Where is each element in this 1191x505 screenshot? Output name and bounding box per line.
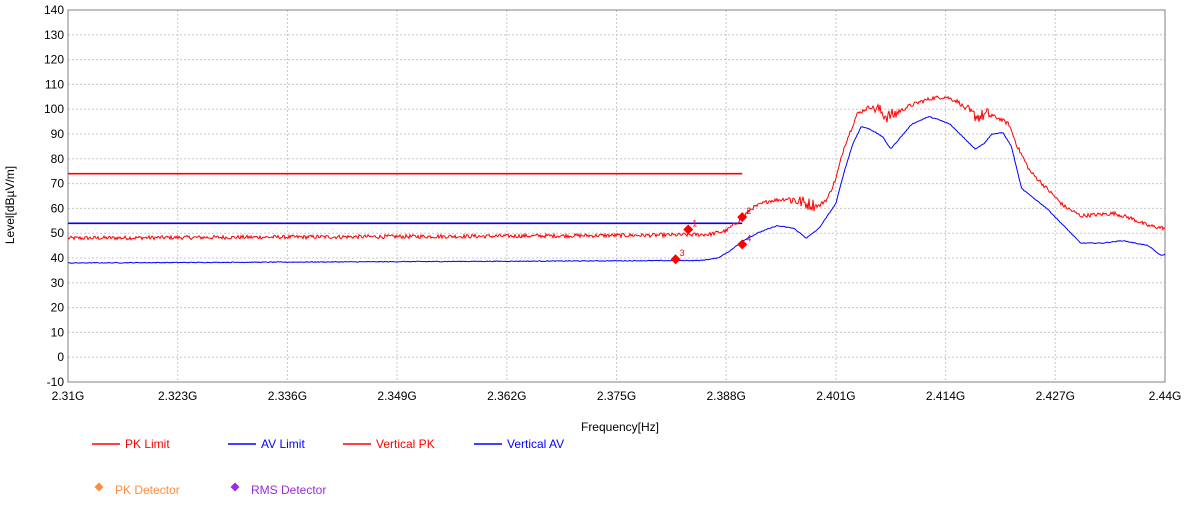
y-tick-label: 40 [51,251,65,265]
plot-frame [67,9,1166,383]
legend-label: PK Detector [115,483,180,497]
legend-item-vertical-av: Vertical AV [474,437,564,451]
legend-item-rms-detector: RMS Detector [230,482,326,497]
y-tick-label: 70 [51,177,65,191]
legend-swatch-diamond [94,482,104,492]
x-tick-label: 2.375G [597,389,636,403]
x-axis-title: Frequency[Hz] [581,420,659,434]
y-tick-label: 130 [44,28,64,42]
y-tick-label: 50 [51,226,65,240]
marker-3 [670,254,681,265]
axes: -10 0 10 20 30 40 50 60 70 80 90 100 110 120 130 140 2.3… [44,3,1181,403]
y-tick-label: 100 [44,102,64,116]
legend-swatch-diamond [230,482,240,492]
legend-label: Vertical AV [507,437,564,451]
y-tick-label: 20 [51,301,65,315]
y-tick-label: 90 [51,127,65,141]
grid-lines [67,9,1166,383]
x-tick-label: 2.336G [268,389,307,403]
detector-markers: 1 2 3 4 [670,206,751,265]
legend-item-vertical-pk: Vertical PK [343,437,435,451]
series-vertical-pk [67,95,1166,241]
axis-labels: Frequency[Hz] Level[dBµV/m] [3,166,659,434]
data-series [67,95,1166,264]
legend: PK Limit AV Limit Vertical PK Vertical AV PK… [92,437,564,497]
legend-label: AV Limit [261,437,305,451]
marker-1 [683,224,694,235]
x-tick-label: 2.401G [816,389,855,403]
y-tick-label: 10 [51,325,65,339]
series-vertical-av [68,115,1166,264]
x-tick-label: 2.362G [487,389,526,403]
legend-item-pk-limit: PK Limit [92,437,170,451]
y-tick-label: 60 [51,201,65,215]
y-tick-label: 0 [57,350,64,364]
x-tick-label: 2.44G [1149,389,1182,403]
y-axis-title: Level[dBµV/m] [3,166,17,244]
marker-4 [737,239,748,250]
marker-label: 1 [692,218,697,228]
y-tick-label: 110 [45,77,64,91]
marker-label: 2 [746,206,751,216]
legend-label: Vertical PK [376,437,435,451]
y-tick-label: 120 [44,53,64,67]
y-tick-label: 30 [51,276,65,290]
marker-label: 4 [746,233,751,243]
y-tick-label: 140 [44,3,64,17]
x-tick-label: 2.414G [926,389,965,403]
x-tick-label: 2.388G [707,389,746,403]
x-tick-label: 2.31G [52,389,85,403]
y-tick-label: 80 [51,152,65,166]
marker-label: 3 [680,248,685,258]
legend-label: PK Limit [125,437,170,451]
legend-item-av-limit: AV Limit [228,437,305,451]
legend-item-pk-detector: PK Detector [94,482,180,497]
legend-label: RMS Detector [251,483,326,497]
x-tick-label: 2.349G [377,389,416,403]
y-tick-label: -10 [47,375,65,389]
x-tick-label: 2.323G [158,389,197,403]
marker-2 [737,212,748,223]
x-tick-label: 2.427G [1036,389,1075,403]
